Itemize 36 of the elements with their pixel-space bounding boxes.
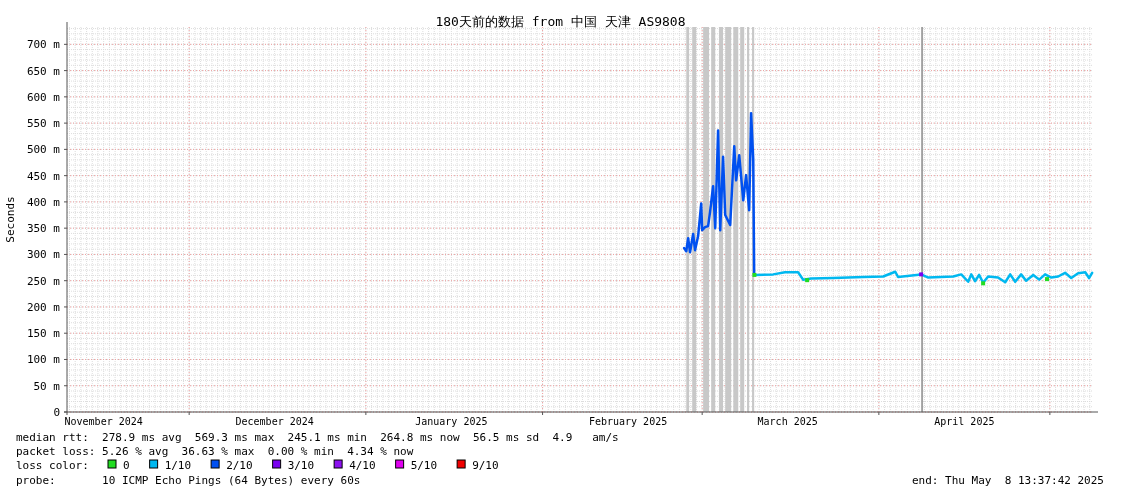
- y-axis-title: Seconds: [4, 196, 17, 243]
- y-tick-label: 450 m: [26, 169, 61, 183]
- legend-label: 2/10: [226, 459, 253, 472]
- line-series: [753, 270, 1094, 285]
- y-tick-label: 650 m: [26, 64, 61, 78]
- chart-title: 180天前的数据 from 中国 天津 AS9808: [435, 14, 686, 29]
- x-tick-label: April 2025: [934, 416, 995, 427]
- y-tick-label: 200 m: [26, 300, 61, 314]
- x-tick-label: January 2025: [415, 416, 488, 427]
- y-tick-label: 600 m: [26, 90, 61, 104]
- y-tick-label: 50 m: [33, 379, 61, 393]
- legend-label: 4/10: [349, 459, 376, 472]
- legend-label: 3/10: [287, 459, 315, 472]
- x-tick-label: February 2025: [588, 416, 668, 427]
- legend-title: loss color:: [16, 459, 89, 472]
- y-tick-label: 400 m: [26, 195, 61, 209]
- text: packet loss: 5.26 % avg 36.63 % max 0.00 % min 4.34 % now: [16, 445, 414, 458]
- y-tick-label: 250 m: [26, 274, 61, 288]
- y-tick-label: 350 m: [26, 222, 61, 236]
- text: probe: 10 ICMP Echo Pings (64 Bytes) every 60s: [16, 474, 361, 487]
- y-tick-label: 0: [53, 406, 60, 419]
- legend-label: 1/10: [164, 459, 192, 472]
- y-tick-label: 150 m: [26, 327, 61, 341]
- y-tick-label: 550 m: [26, 117, 61, 131]
- y-tick-label: 500 m: [26, 143, 61, 157]
- x-tick-label: December 2024: [235, 416, 314, 427]
- x-tick-label: November 2024: [64, 416, 143, 427]
- y-tick-label: 300 m: [26, 248, 61, 262]
- legend-label: 0: [123, 459, 130, 472]
- y-tick-label: 700 m: [26, 38, 61, 52]
- y-tick-label: 100 m: [26, 353, 61, 367]
- text: median rtt: 278.9 ms avg 569.3 ms max 245.1 ms min 264.8 ms now 56.5 ms sd 4.9 am/s: [16, 431, 619, 444]
- x-tick-label: March 2025: [757, 416, 818, 427]
- text: end: Thu May 8 13:37:42 2025: [911, 474, 1104, 487]
- legend-label: 5/10: [410, 459, 438, 472]
- legend-label: 9/10: [472, 459, 499, 472]
